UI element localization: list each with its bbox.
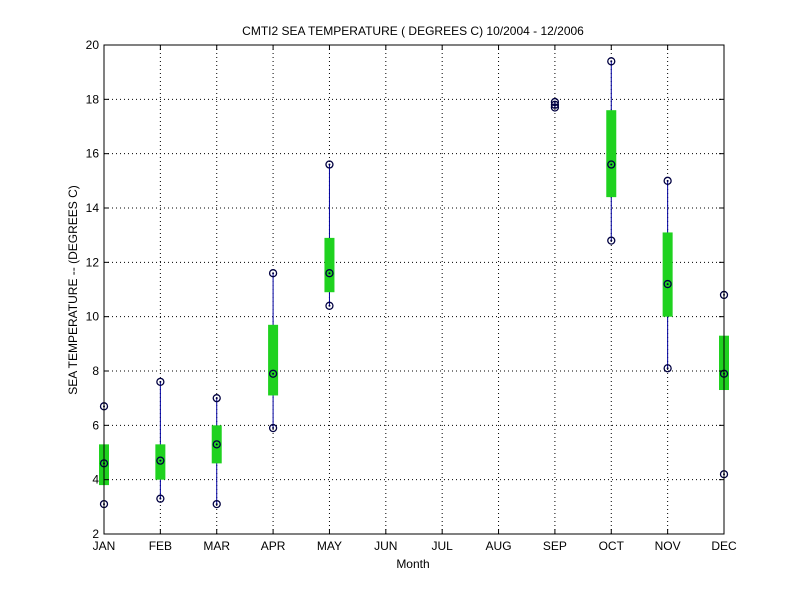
median-marker-ring [156,456,165,465]
min-marker-ring [550,103,560,112]
box-iqr [606,110,617,198]
median-marker-dot [215,443,218,446]
max-marker-dot [666,179,669,182]
min-marker-ring [663,364,672,373]
min-marker [550,103,560,112]
x-tick-label: MAR [203,539,230,553]
x-tick-label: AUG [486,539,512,553]
median-marker [325,269,334,278]
box-iqr [268,324,279,396]
grid-lines [104,45,724,534]
max-marker-ring [212,394,221,403]
x-tick-label: JUN [374,539,397,553]
median-marker [268,369,278,378]
x-tick-label: JUL [432,539,454,553]
min-marker-dot [666,367,669,370]
x-axis-ticks: JAN FEB MAR APR MAY JUN JUL AUG SEP OCT NOV DEC [93,45,737,553]
max-marker-dot [610,60,613,63]
y-tick-label: 4 [92,473,99,487]
max-marker [156,377,165,387]
x-axis-label: Month [396,557,429,571]
max-marker-dot [272,272,275,275]
x-tick-label: MAY [317,539,342,553]
max-marker-dot [215,397,218,400]
y-axis-ticks: 2 4 6 8 10 12 14 16 18 20 [86,38,724,541]
x-tick-label: SEP [543,539,567,553]
plot-marks [99,57,729,509]
plot-frame [103,44,725,535]
max-marker-ring [663,176,672,185]
min-marker-ring [325,301,334,310]
median-marker-ring [663,279,672,289]
max-marker [268,269,278,278]
y-tick-label: 10 [86,310,100,324]
max-marker-ring [156,377,165,387]
box-iqr [662,232,673,317]
min-marker-ring [212,499,221,509]
max-marker-dot [159,380,162,383]
min-marker [325,301,334,310]
median-marker-dot [610,163,613,166]
x-tick-label: NOV [655,539,681,553]
x-tick-label: DEC [711,539,737,553]
min-marker-ring [156,494,165,503]
median-marker-dot [159,459,162,462]
min-marker-dot [553,106,556,109]
y-tick-label: 6 [92,418,99,432]
median-marker-dot [272,372,275,375]
median-marker-ring [325,269,334,278]
min-marker-dot [328,304,331,307]
min-marker-dot [159,497,162,500]
max-marker [325,160,334,169]
y-tick-label: 14 [86,201,100,215]
box-iqr [324,237,335,293]
max-marker-ring [268,269,278,278]
median-marker [212,440,221,449]
median-marker-dot [328,272,331,275]
min-marker-dot [272,427,275,430]
max-marker [607,57,616,66]
y-tick-label: 20 [86,38,100,52]
chart-title: CMTI2 SEA TEMPERATURE ( DEGREES C) 10/20… [242,24,584,38]
median-marker [607,160,616,169]
max-marker [663,176,672,185]
min-marker [212,499,221,509]
max-marker-ring [325,160,334,169]
min-marker-ring [268,423,278,433]
median-marker [663,279,672,289]
median-marker-dot [666,283,669,286]
y-tick-label: 16 [86,147,100,161]
y-tick-label: 18 [86,92,100,106]
min-marker [607,236,616,245]
median-marker-ring [268,369,278,378]
y-tick-label: 12 [86,255,100,269]
x-tick-label: APR [261,539,286,553]
min-marker-dot [215,503,218,506]
min-marker-ring [607,236,616,245]
median-marker [156,456,165,465]
x-tick-label: OCT [599,539,625,553]
max-marker [212,394,221,403]
x-tick-label: FEB [149,539,172,553]
min-marker [268,423,278,433]
box-iqr [155,444,166,480]
y-tick-label: 8 [92,364,99,378]
y-axis-label: SEA TEMPERATURE -- (DEGREES C) [66,185,80,395]
min-marker [156,494,165,503]
max-marker-ring [607,57,616,66]
max-marker-dot [328,163,331,166]
min-marker [663,364,672,373]
median-marker-ring [212,440,221,449]
min-marker-dot [610,239,613,242]
median-marker-ring [607,160,616,169]
y-tick-label: 2 [92,527,99,541]
x-tick-label: JAN [93,539,116,553]
